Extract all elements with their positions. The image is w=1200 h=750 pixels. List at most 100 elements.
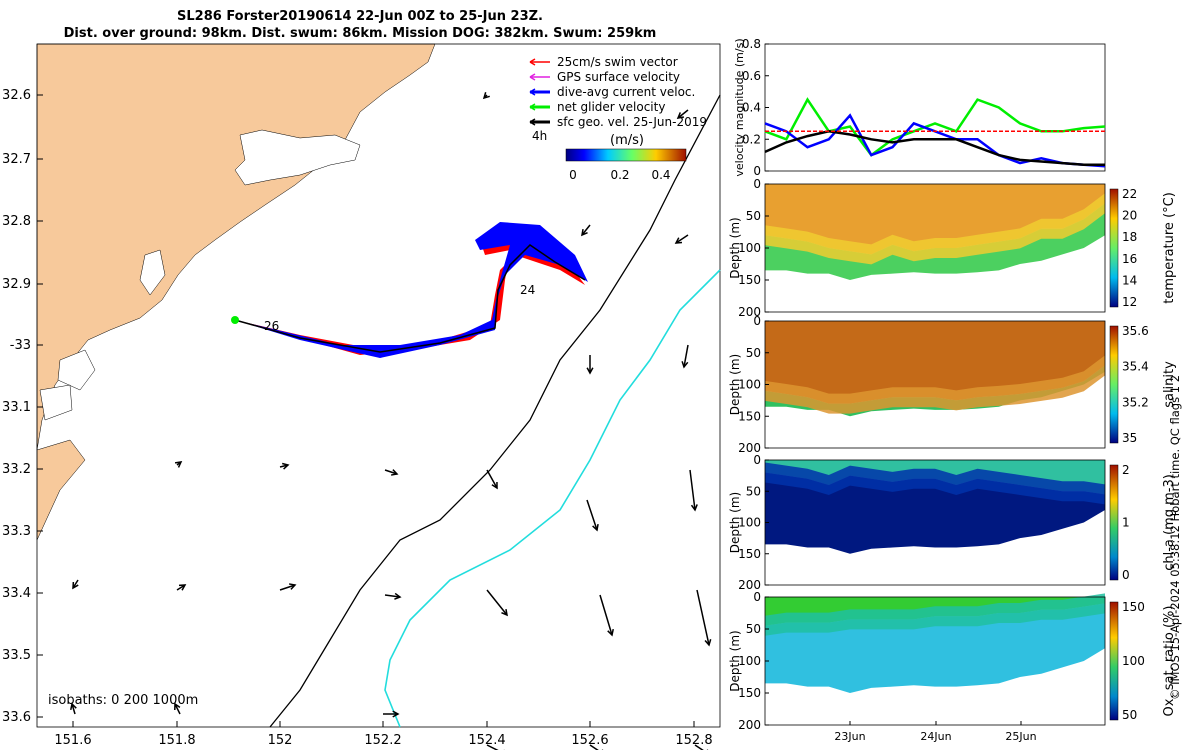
sfc-arrowhead (501, 608, 508, 617)
heatmap-transition-band (765, 593, 1105, 636)
sfc-arrow (486, 589, 508, 616)
sfc-arrowhead (592, 523, 599, 532)
legend-label: 25cm/s swim vector (557, 55, 678, 69)
map-y-tick-label: 33.4 (2, 586, 31, 601)
heatmap-ylabel: Depth (m) (728, 630, 742, 691)
track-label-26: 26 (264, 319, 279, 333)
sfc-arrowhead (394, 592, 402, 600)
heatmap-y-tick-label: 150 (738, 273, 761, 287)
sfc-arrowhead (681, 361, 689, 369)
sfc-arrowhead (174, 702, 181, 711)
velocity-y-tick-label: 0 (753, 164, 761, 178)
heatmap-colorbar-tick: 35 (1122, 431, 1137, 445)
heatmap-colorbar-tick: 0 (1122, 568, 1130, 582)
heatmap-y-tick-label: 0 (753, 314, 761, 328)
velocity-y-tick-label: 0.2 (742, 132, 761, 146)
chart-title-line2: Dist. over ground: 98km. Dist. swum: 86k… (63, 26, 657, 41)
heatmap-colorbar-label: chl-a (mg m-3) (1162, 474, 1177, 571)
sfc-arrowhead (178, 584, 187, 591)
legend-arrowhead (529, 73, 536, 81)
heatmap-colorbar-tick: 22 (1122, 187, 1137, 201)
velocity-y-tick-label: 0.6 (742, 69, 761, 83)
heatmap-colorbar-tick: 16 (1122, 252, 1137, 266)
colorbar-label: (m/s) (610, 133, 644, 148)
heatmap-panel: 0 50 100 150 200 Depth (m) 22 20 18 16 14 12 tempera… (728, 177, 1177, 319)
heatmap-transition-band (765, 355, 1105, 414)
heatmap-panel: 0 50 100 150 200 Depth (m) 35.6 35.4 35.2 35 salin… (728, 314, 1177, 455)
sfc-arrow (589, 744, 599, 750)
sfc-arrow (384, 469, 398, 475)
sfc-arrowhead (704, 639, 712, 647)
heatmap-colorbar-tick: 20 (1122, 209, 1137, 223)
heatmap-y-tick-label: 150 (738, 547, 761, 561)
colorbar-side-label: 4h (532, 129, 547, 143)
sfc-arrowhead (282, 462, 290, 470)
colorbar-tick-2: 0.4 (651, 168, 670, 182)
sfc-arrow (581, 224, 591, 236)
sfc-velocity-arrows (70, 92, 712, 750)
footer-credit: © IMOS 15-Apr-2024 05:38:12 Hobart time.… (1168, 374, 1182, 700)
map-x-tick-label: 151.8 (158, 733, 195, 748)
sfc-arrow (694, 744, 704, 750)
sfc-arrow (279, 584, 296, 591)
sfc-arrow (683, 344, 689, 368)
sfc-arrow (677, 109, 689, 119)
track-label-24: 24 (520, 283, 535, 297)
legend-arrowhead (529, 58, 536, 66)
heatmap-transition-band (765, 462, 1105, 505)
heatmap-y-tick-label: 200 (738, 305, 761, 319)
sfc-arrowhead (392, 710, 400, 718)
sfc-arrow (675, 234, 689, 244)
heatmap-colorbar-tick: 35.6 (1122, 324, 1149, 338)
heatmap-colorbar-tick: 18 (1122, 230, 1137, 244)
heatmap-colorbar-tick: 2 (1122, 463, 1130, 477)
sfc-arrowhead (491, 481, 498, 490)
map-y-tick-label: 33.6 (2, 710, 31, 725)
heatmap-ylabel: Depth (m) (728, 354, 742, 415)
map-x-tick-label: 151.6 (54, 733, 91, 748)
heatmap-colorbar-label: salinity (1162, 361, 1177, 408)
sfc-arrow (176, 584, 186, 591)
legend-arrowhead (529, 88, 536, 96)
velocity-plot-frame (764, 43, 1106, 172)
heatmap-colorbar-tick: 12 (1122, 295, 1137, 309)
isobaths-label: isobaths: 0 200 1000m (48, 693, 198, 708)
sfc-arrow (689, 469, 696, 511)
sfc-arrow (71, 703, 76, 715)
heatmap-upper-layer (765, 321, 1105, 404)
map-y-tick-label: 32.9 (2, 277, 31, 292)
heatmap-colorbar-tick: 35.2 (1122, 395, 1149, 409)
colorbar-tick-1: 0.2 (610, 168, 629, 182)
heatmap-y-tick-label: 50 (746, 622, 761, 636)
sfc-arrow (586, 499, 598, 531)
map-colorbar: (m/s) 4h 0 0.2 0.4 (532, 129, 687, 182)
heatmap-y-tick-label: 0 (753, 453, 761, 467)
heatmap-colorbar (1109, 464, 1119, 581)
heatmap-ylabel: Depth (m) (728, 492, 742, 553)
heatmap-colorbar-tick: 100 (1122, 654, 1145, 668)
map-plot-area: 151.6 151.8 152 152.2 152.4 152.6 152.8 32.6 32… (2, 43, 721, 750)
map-y-tick-label: 32.6 (2, 88, 31, 103)
sfc-arrowhead (174, 461, 183, 468)
legend-label: net glider velocity (557, 100, 665, 114)
heatmap-colorbar (1109, 601, 1119, 721)
heatmap-colorbar-label: temperature (°C) (1162, 192, 1177, 304)
velocity-y-tick-label: 0.8 (742, 37, 761, 51)
heatmap-colorbar-tick: 35.4 (1122, 360, 1149, 374)
map-y-tick-label: -33 (10, 338, 31, 353)
map-y-tick-label: 32.8 (2, 214, 31, 229)
heatmap-y-tick-label: 200 (738, 578, 761, 592)
heatmap-x-tick-label: 25Jun (1005, 730, 1036, 743)
sfc-arrow (384, 594, 401, 598)
map-x-tick-label: 152.4 (468, 733, 505, 748)
colorbar-tick-0: 0 (569, 168, 577, 182)
heatmap-colorbar (1109, 325, 1119, 444)
sfc-arrow (486, 744, 499, 750)
chart-title-line1: SL286 Forster20190614 22-Jun 00Z to 25-J… (177, 9, 543, 24)
map-panel: 151.6 151.8 152 152.2 152.4 152.6 152.8 32.6 32… (2, 43, 721, 750)
sfc-arrowhead (581, 228, 588, 237)
heatmap-colorbar-tick: 14 (1122, 273, 1137, 287)
heatmap-transition-band (765, 193, 1105, 265)
